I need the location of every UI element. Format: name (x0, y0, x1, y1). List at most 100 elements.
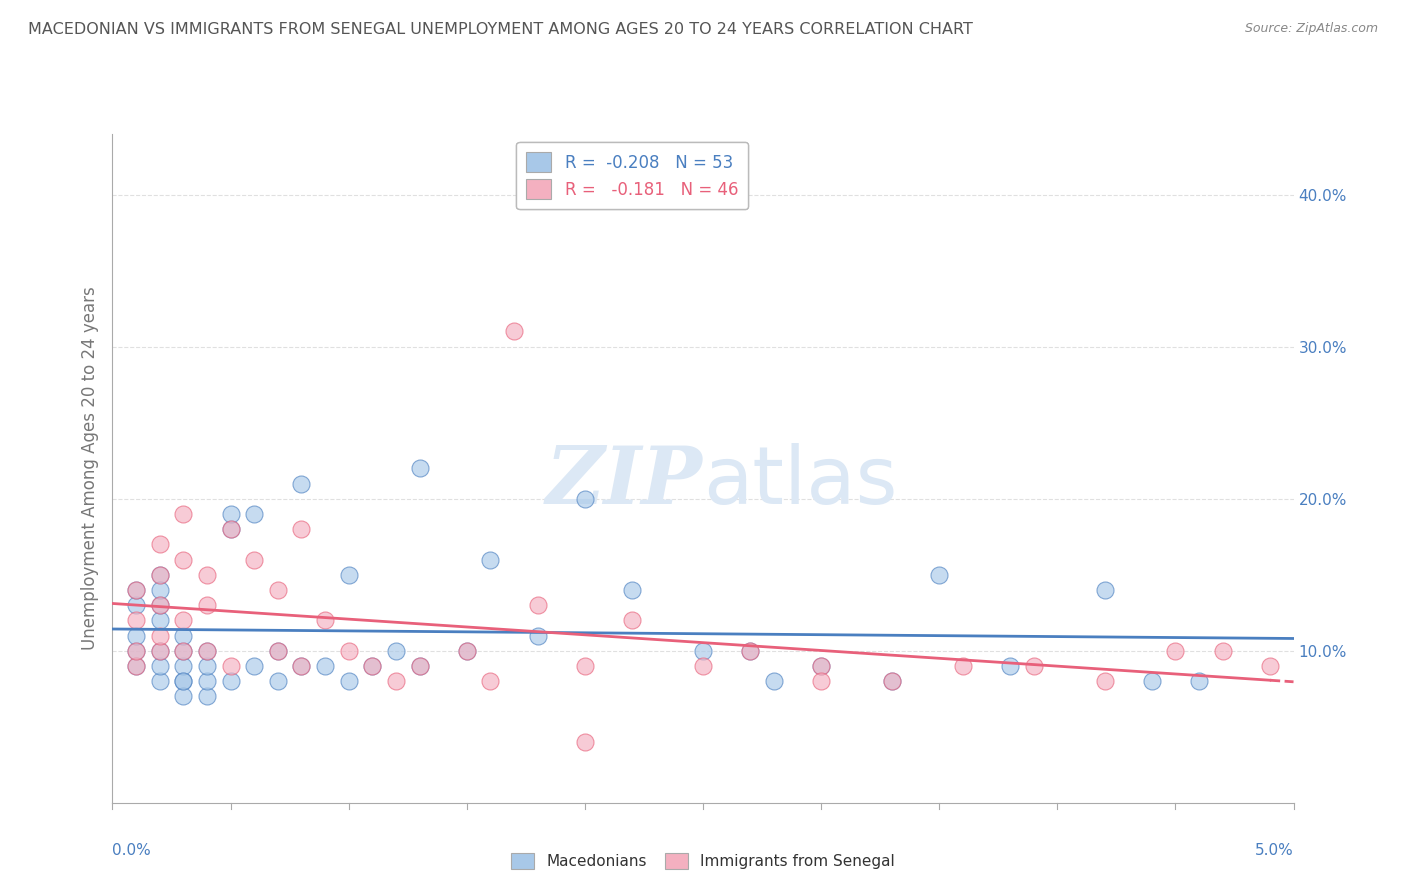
Point (125, 628, 148, 642)
Point (361, 659, 384, 673)
Point (479, 552, 502, 566)
Text: Source: ZipAtlas.com: Source: ZipAtlas.com (1244, 22, 1378, 36)
Point (479, 674, 502, 689)
Point (172, 659, 194, 673)
Point (125, 613, 148, 627)
Text: atlas: atlas (703, 442, 897, 521)
Text: 5.0%: 5.0% (1254, 843, 1294, 858)
Point (880, 674, 903, 689)
Point (1188, 674, 1211, 689)
Point (243, 659, 266, 673)
Point (740, 644, 762, 658)
Point (172, 674, 194, 689)
Point (149, 628, 172, 642)
Point (219, 507, 242, 521)
Point (125, 582, 148, 597)
Legend: R =  -0.208   N = 53, R =   -0.181   N = 46: R = -0.208 N = 53, R = -0.181 N = 46 (516, 142, 748, 210)
Point (290, 659, 312, 673)
Point (290, 476, 312, 491)
Point (880, 674, 903, 689)
Point (456, 644, 478, 658)
Point (1164, 644, 1187, 658)
Point (125, 644, 148, 658)
Point (621, 613, 644, 627)
Point (408, 659, 430, 673)
Point (998, 659, 1021, 673)
Point (1094, 582, 1116, 597)
Point (195, 644, 218, 658)
Point (290, 659, 312, 673)
Point (219, 522, 242, 536)
Point (314, 613, 336, 627)
Point (219, 674, 242, 689)
Point (267, 644, 290, 658)
Point (149, 644, 172, 658)
Point (149, 598, 172, 612)
Point (172, 674, 194, 689)
Point (195, 659, 218, 673)
Point (125, 644, 148, 658)
Point (574, 659, 596, 673)
Point (172, 613, 194, 627)
Point (125, 598, 148, 612)
Point (149, 674, 172, 689)
Point (952, 659, 974, 673)
Point (1094, 674, 1116, 689)
Point (810, 674, 832, 689)
Point (195, 598, 218, 612)
Text: 0.0%: 0.0% (112, 843, 152, 858)
Point (526, 628, 548, 642)
Point (314, 659, 336, 673)
Point (361, 659, 384, 673)
Point (149, 582, 172, 597)
Point (149, 613, 172, 627)
Point (385, 644, 408, 658)
Point (125, 582, 148, 597)
Point (574, 735, 596, 749)
Point (172, 552, 194, 566)
Point (219, 522, 242, 536)
Point (337, 644, 360, 658)
Point (337, 567, 360, 582)
Point (692, 644, 714, 658)
Point (503, 325, 526, 339)
Point (1258, 659, 1281, 673)
Point (149, 537, 172, 551)
Point (149, 659, 172, 673)
Point (1022, 659, 1045, 673)
Point (1140, 674, 1163, 689)
Point (195, 644, 218, 658)
Point (574, 491, 596, 506)
Point (149, 644, 172, 658)
Point (243, 507, 266, 521)
Point (928, 567, 950, 582)
Point (219, 659, 242, 673)
Text: ZIP: ZIP (546, 443, 703, 520)
Point (267, 674, 290, 689)
Point (149, 567, 172, 582)
Point (149, 567, 172, 582)
Point (172, 507, 194, 521)
Point (456, 644, 478, 658)
Point (172, 644, 194, 658)
Point (125, 659, 148, 673)
Legend: Macedonians, Immigrants from Senegal: Macedonians, Immigrants from Senegal (505, 847, 901, 875)
Text: MACEDONIAN VS IMMIGRANTS FROM SENEGAL UNEMPLOYMENT AMONG AGES 20 TO 24 YEARS COR: MACEDONIAN VS IMMIGRANTS FROM SENEGAL UN… (28, 22, 973, 37)
Point (810, 659, 832, 673)
Point (267, 582, 290, 597)
Point (267, 644, 290, 658)
Point (692, 659, 714, 673)
Point (408, 461, 430, 475)
Point (526, 598, 548, 612)
Point (172, 628, 194, 642)
Point (740, 644, 762, 658)
Point (125, 659, 148, 673)
Point (195, 674, 218, 689)
Point (172, 644, 194, 658)
Point (172, 690, 194, 704)
Point (243, 552, 266, 566)
Point (337, 674, 360, 689)
Point (621, 582, 644, 597)
Point (290, 522, 312, 536)
Y-axis label: Unemployment Among Ages 20 to 24 years: Unemployment Among Ages 20 to 24 years (80, 286, 98, 650)
